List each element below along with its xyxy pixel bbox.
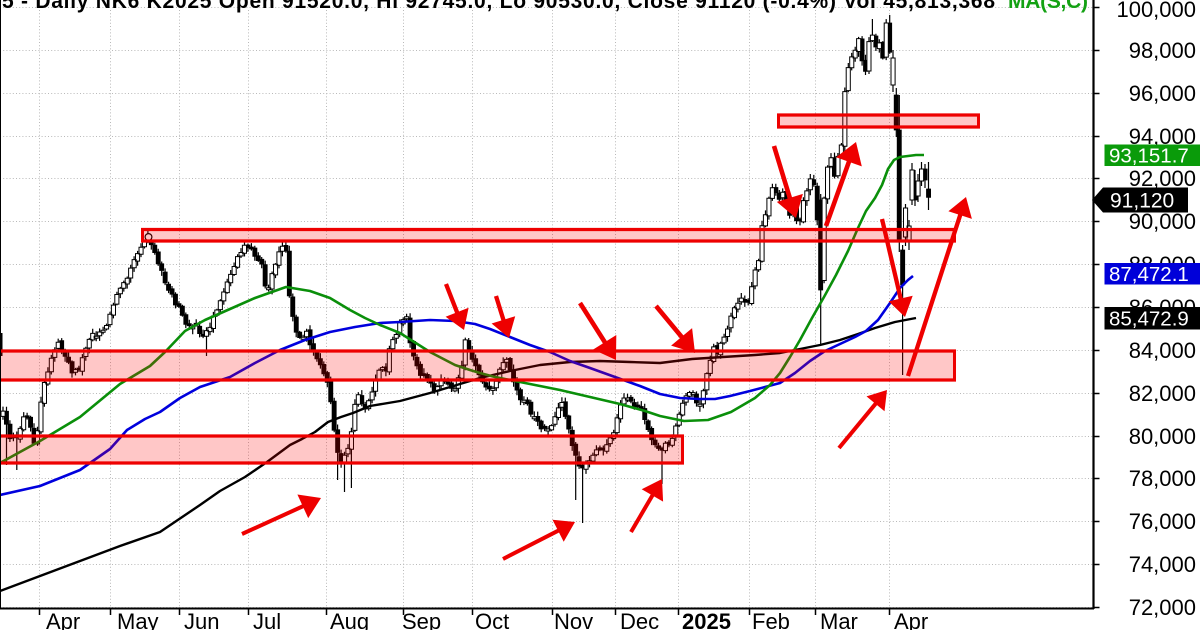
svg-text:May: May bbox=[117, 609, 159, 630]
svg-text:Jul: Jul bbox=[253, 609, 281, 630]
svg-text:82,000: 82,000 bbox=[1129, 381, 1196, 406]
svg-text:100,000: 100,000 bbox=[1116, 0, 1196, 22]
svg-text:92,000: 92,000 bbox=[1129, 166, 1196, 191]
svg-text:90,000: 90,000 bbox=[1129, 209, 1196, 234]
svg-text:85,472.9: 85,472.9 bbox=[1109, 308, 1189, 331]
svg-text:76,000: 76,000 bbox=[1129, 509, 1196, 534]
svg-text:72,000: 72,000 bbox=[1129, 595, 1196, 620]
svg-text:78,000: 78,000 bbox=[1129, 466, 1196, 491]
svg-text:80,000: 80,000 bbox=[1129, 424, 1196, 449]
svg-text:Jun: Jun bbox=[184, 609, 219, 630]
svg-text:87,472.1: 87,472.1 bbox=[1109, 263, 1189, 286]
svg-text:Aug: Aug bbox=[330, 609, 369, 630]
svg-text:2025: 2025 bbox=[682, 609, 731, 630]
svg-text:74,000: 74,000 bbox=[1129, 552, 1196, 577]
svg-text:Apr: Apr bbox=[46, 609, 80, 630]
svg-text:Nov: Nov bbox=[554, 609, 593, 630]
svg-text:93,151.7: 93,151.7 bbox=[1109, 145, 1189, 168]
svg-text:91,120: 91,120 bbox=[1110, 190, 1174, 213]
svg-text:Mar: Mar bbox=[820, 609, 858, 630]
svg-text:98,000: 98,000 bbox=[1129, 38, 1196, 63]
svg-text:Oct: Oct bbox=[475, 609, 509, 630]
svg-text:Dec: Dec bbox=[620, 609, 659, 630]
svg-text:5 - Daily NK6 K2025 Open 91520: 5 - Daily NK6 K2025 Open 91520.0, Hi 927… bbox=[2, 0, 995, 13]
svg-text:96,000: 96,000 bbox=[1129, 81, 1196, 106]
svg-text:84,000: 84,000 bbox=[1129, 338, 1196, 363]
svg-text:MA(S,C): MA(S,C) bbox=[1008, 0, 1088, 13]
svg-text:Apr: Apr bbox=[894, 609, 928, 630]
svg-text:Feb: Feb bbox=[752, 609, 790, 630]
svg-text:Sep: Sep bbox=[402, 609, 441, 630]
